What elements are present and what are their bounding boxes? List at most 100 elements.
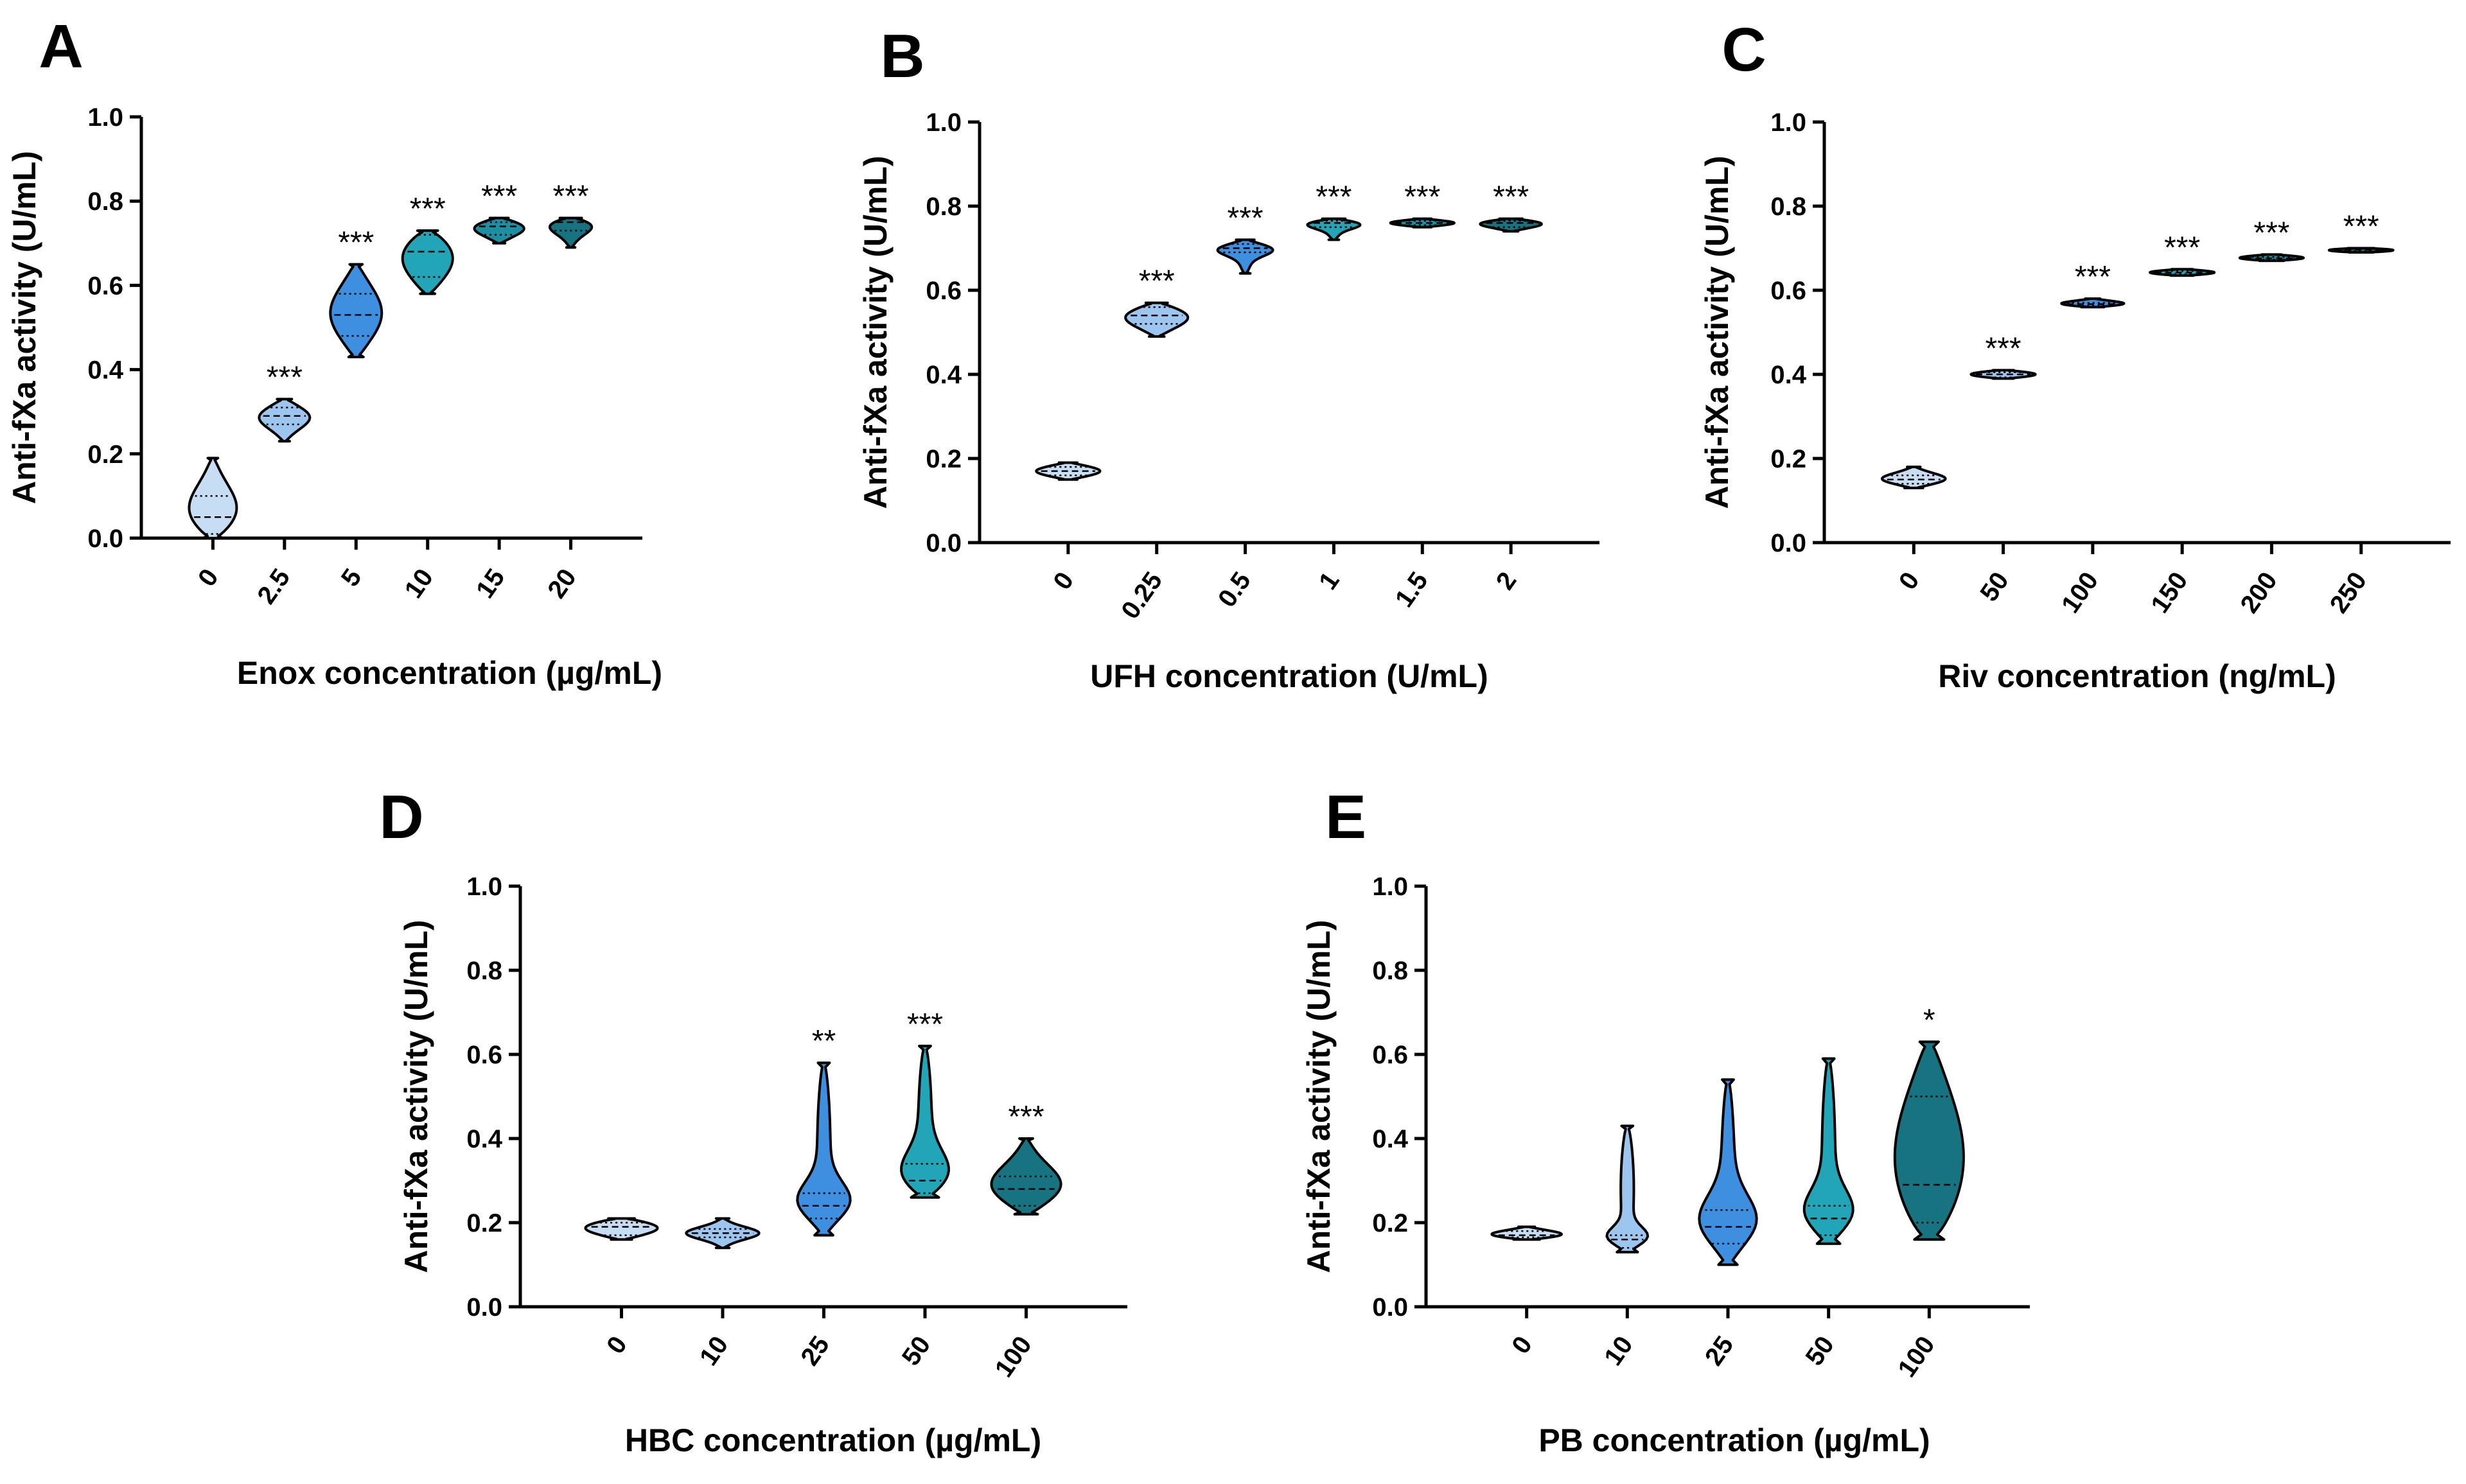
violin-b-0.5 bbox=[1216, 238, 1274, 275]
y-tick-label: 0.4 bbox=[87, 356, 123, 385]
y-tick-label: 0.6 bbox=[926, 277, 962, 305]
x-tick-label: 15 bbox=[471, 564, 511, 604]
y-tick-label: 0.2 bbox=[87, 441, 123, 469]
panel-b: B 0.0 0.2 0.4 0.6 0.8 1.0 Anti-fXa activity (U/… bbox=[858, 22, 1599, 694]
y-axis-title: Anti-fXa activity (U/mL) bbox=[6, 151, 42, 504]
y-tick-label: 0.0 bbox=[1770, 529, 1806, 557]
y-axis-title: Anti-fXa activity (U/mL) bbox=[398, 920, 434, 1273]
x-tick-label: 0.5 bbox=[1213, 567, 1256, 613]
violin-c-0 bbox=[1881, 466, 1947, 489]
x-tick-label: 10 bbox=[400, 564, 439, 604]
x-axis-title: UFH concentration (U/mL) bbox=[1090, 658, 1488, 694]
y-axis-title: Anti-fXa activity (U/mL) bbox=[1699, 155, 1735, 509]
x-tick-label: 0 bbox=[1048, 567, 1079, 595]
x-tick-label: 25 bbox=[795, 1331, 835, 1371]
significance-label: *** bbox=[1228, 201, 1264, 235]
violin-d-25 bbox=[796, 1061, 852, 1237]
y-tick-label: 0.2 bbox=[926, 445, 962, 473]
y-tick-label: 0.4 bbox=[926, 361, 962, 389]
y-axis-title: Anti-fXa activity (U/mL) bbox=[1301, 920, 1337, 1273]
y-tick-label: 0.4 bbox=[1372, 1125, 1408, 1153]
violin-a-20 bbox=[548, 216, 594, 249]
x-tick-label: 2.5 bbox=[252, 564, 295, 609]
x-tick-label: 25 bbox=[1700, 1331, 1739, 1371]
violin-a-5 bbox=[329, 263, 383, 358]
significance-label: ** bbox=[812, 1024, 836, 1058]
y-tick-label: 1.0 bbox=[1770, 109, 1806, 137]
y-tick-label: 1.0 bbox=[87, 103, 123, 132]
x-tick-label: 5 bbox=[336, 564, 367, 591]
y-tick-label: 0.4 bbox=[1770, 361, 1806, 389]
y-tick-label: 0.6 bbox=[1770, 277, 1806, 305]
panel-letter: E bbox=[1325, 783, 1366, 851]
x-tick-label: 0 bbox=[1894, 567, 1925, 595]
violin-a-2.5 bbox=[258, 397, 312, 443]
violin-d-0 bbox=[584, 1217, 659, 1241]
x-axis-title: PB concentration (µg/mL) bbox=[1538, 1422, 1930, 1458]
y-tick-label: 0.2 bbox=[1372, 1209, 1408, 1237]
x-tick-label: 1 bbox=[1314, 567, 1345, 595]
violin-d-50 bbox=[900, 1044, 950, 1199]
y-tick-label: 0.2 bbox=[1770, 445, 1806, 473]
y-tick-label: 0.6 bbox=[1372, 1041, 1408, 1069]
y-tick-label: 0.8 bbox=[926, 193, 962, 221]
y-tick-label: 0.8 bbox=[1372, 957, 1408, 985]
x-tick-label: 150 bbox=[2145, 567, 2193, 618]
x-tick-label: 0 bbox=[1506, 1331, 1538, 1359]
significance-label: *** bbox=[907, 1008, 943, 1042]
x-tick-label: 50 bbox=[897, 1331, 937, 1371]
panel-a: A 0.0 0.2 0.4 0.6 0.8 1.0 Anti-fXa activity (U/… bbox=[6, 12, 662, 691]
y-tick-label: 1.0 bbox=[466, 873, 502, 901]
x-tick-label: 100 bbox=[990, 1331, 1037, 1383]
panel-letter: D bbox=[379, 783, 423, 851]
x-tick-label: 100 bbox=[2056, 567, 2104, 618]
x-tick-label: 250 bbox=[2325, 567, 2372, 618]
x-tick-label: 20 bbox=[542, 564, 582, 604]
x-axis-title: Riv concentration (ng/mL) bbox=[1938, 658, 2336, 694]
violin-a-10 bbox=[401, 229, 454, 295]
violin-b-1.5 bbox=[1389, 217, 1456, 229]
x-tick-label: 0 bbox=[601, 1331, 633, 1359]
violin-b-0 bbox=[1035, 461, 1102, 481]
violin-a-0 bbox=[188, 457, 238, 539]
y-tick-label: 1.0 bbox=[926, 109, 962, 137]
significance-label: *** bbox=[1008, 1100, 1044, 1134]
y-tick-label: 0.2 bbox=[466, 1209, 502, 1237]
significance-label: *** bbox=[2075, 260, 2111, 294]
significance-label: *** bbox=[2164, 231, 2200, 265]
panel-c: C 0.0 0.2 0.4 0.6 0.8 1.0 Anti-fXa activity (U/… bbox=[1699, 15, 2451, 694]
violin-e-50 bbox=[1802, 1057, 1854, 1245]
y-tick-label: 1.0 bbox=[1372, 873, 1408, 901]
violin-a-15 bbox=[473, 216, 525, 245]
x-tick-label: 1.5 bbox=[1390, 567, 1434, 613]
significance-label: *** bbox=[338, 226, 374, 260]
significance-label: *** bbox=[267, 361, 303, 395]
violin-e-10 bbox=[1605, 1124, 1650, 1253]
y-tick-label: 0.0 bbox=[466, 1293, 502, 1322]
significance-label: *** bbox=[410, 192, 446, 226]
violin-e-0 bbox=[1490, 1225, 1563, 1241]
significance-label: * bbox=[1923, 1003, 1935, 1037]
significance-label: *** bbox=[1493, 180, 1529, 214]
y-tick-label: 0.8 bbox=[1770, 193, 1806, 221]
y-tick-label: 0.0 bbox=[1372, 1293, 1408, 1322]
significance-label: *** bbox=[2343, 210, 2379, 244]
y-axis-title: Anti-fXa activity (U/mL) bbox=[858, 155, 894, 509]
x-tick-label: 2 bbox=[1491, 567, 1522, 595]
panel-letter: C bbox=[1722, 15, 1766, 84]
significance-label: *** bbox=[481, 179, 517, 213]
panel-letter: A bbox=[39, 12, 83, 81]
panel-letter: B bbox=[880, 22, 924, 91]
x-tick-label: 0.25 bbox=[1116, 567, 1168, 624]
significance-label: *** bbox=[2253, 216, 2289, 250]
panel-d: D 0.0 0.2 0.4 0.6 0.8 1.0 Anti-fXa activity (U/… bbox=[379, 783, 1127, 1458]
panel-e: E 0.0 0.2 0.4 0.6 0.8 1.0 Anti-fXa activity (U/… bbox=[1301, 783, 2030, 1458]
y-tick-label: 0.8 bbox=[466, 957, 502, 985]
significance-label: *** bbox=[1404, 180, 1440, 214]
y-tick-label: 0.0 bbox=[926, 529, 962, 557]
x-tick-label: 50 bbox=[1975, 567, 2014, 607]
y-tick-label: 0.8 bbox=[87, 188, 123, 216]
violin-b-0.25 bbox=[1124, 301, 1190, 338]
y-tick-label: 0.6 bbox=[466, 1041, 502, 1069]
